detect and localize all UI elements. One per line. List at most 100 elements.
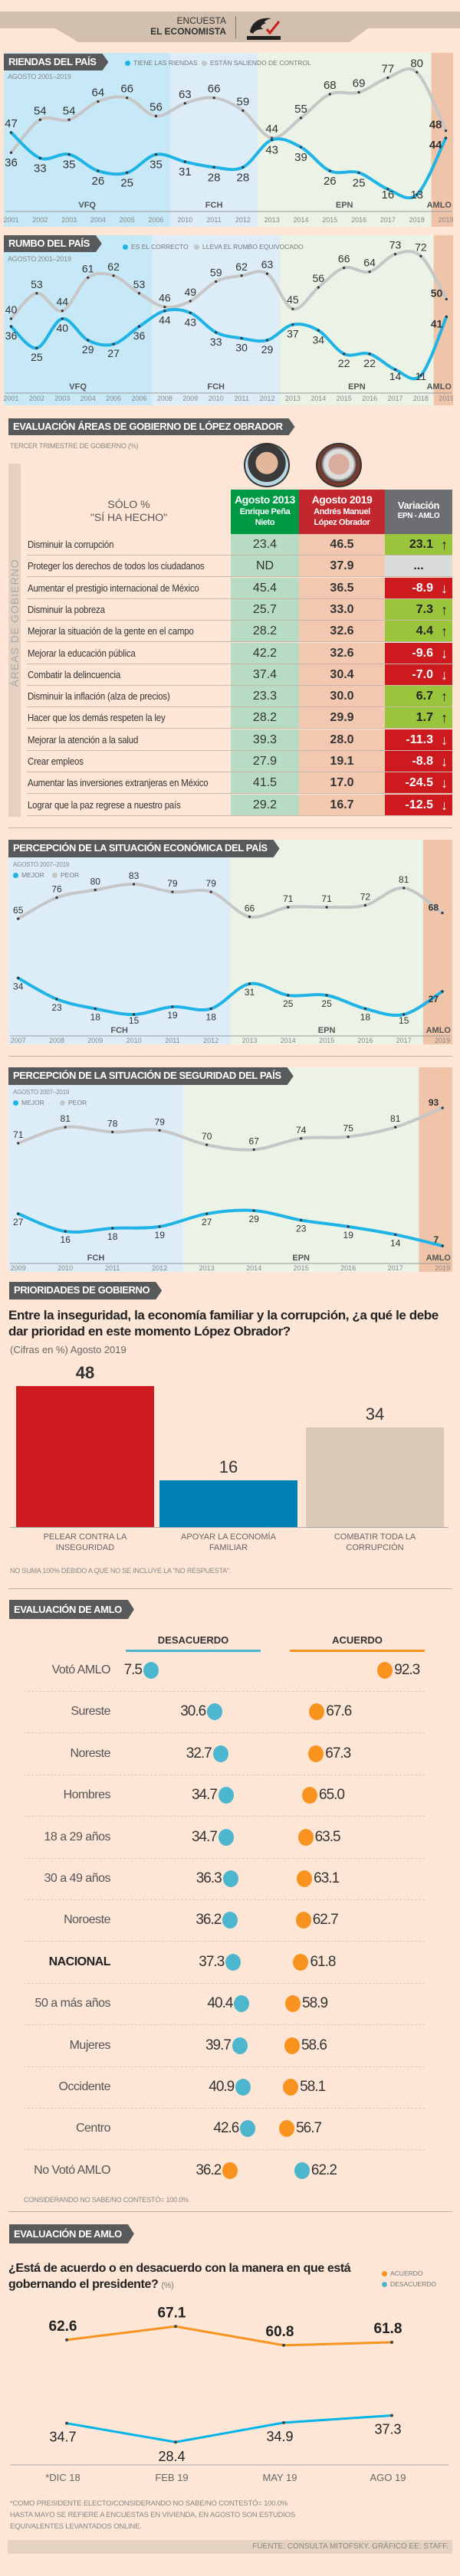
data-label: 68	[324, 79, 337, 92]
acuerdo-value: 67.6	[326, 1703, 352, 1720]
variation-value: -8.8	[412, 755, 433, 768]
acuerdo-value: 58.9	[302, 1995, 328, 2012]
evaluacion-line-title: EVALUACIÓN DE AMLO	[9, 2224, 134, 2243]
data-label: 34.9	[266, 2429, 293, 2444]
desacuerdo-dot	[234, 1995, 250, 2013]
x-tick-label: 2012	[203, 1037, 219, 1044]
data-point	[390, 2414, 393, 2417]
data-point	[87, 276, 90, 279]
data-point	[252, 1209, 255, 1212]
data-label: 11	[416, 370, 427, 382]
acuerdo-value: 62.2	[310, 2161, 337, 2178]
x-tick-label: 2016	[357, 1037, 373, 1044]
data-label: 46	[159, 292, 171, 304]
data-label: 54	[34, 104, 47, 117]
data-point	[343, 266, 346, 270]
data-point	[363, 903, 366, 907]
epn-value: 27.9	[231, 751, 299, 772]
legend-acuerdo: ACUERDO	[382, 2270, 423, 2277]
data-point	[87, 339, 90, 342]
data-label: 63	[179, 88, 192, 101]
note-line: *COMO PRESIDENTE ELECTO/CONSIDERANDO NO …	[10, 2499, 288, 2508]
bar-value: 48	[75, 1363, 95, 1383]
data-label: 83	[129, 870, 140, 881]
economia-plot: FCH EPN AMLO 2007 2008 2009 2010 2011 2012 2013 20…	[8, 840, 452, 1044]
data-label: 71	[321, 893, 332, 904]
data-point	[240, 274, 243, 277]
legend-desacuerdo: DESACUERDO	[382, 2280, 436, 2288]
table-row: Mejorar la atención a la salud 39.3 28.0 -1…	[27, 729, 452, 751]
data-point	[17, 1212, 20, 1215]
data-label: 14	[390, 1237, 401, 1248]
data-label: 31	[245, 987, 255, 998]
x-tick-label: 2015	[337, 395, 352, 402]
x-tick-label: 2014	[281, 1037, 296, 1044]
data-label: 59	[237, 95, 250, 108]
acuerdo-dot	[297, 1870, 313, 1887]
x-tick-label: 2015	[322, 216, 337, 224]
data-point	[394, 1233, 397, 1236]
x-tick-label: 2019	[438, 216, 453, 224]
area-name: Combatir la delincuencia	[28, 668, 121, 680]
x-tick-label: 2015	[294, 1264, 309, 1272]
x-tick-label: 2009	[87, 1037, 103, 1044]
data-label: 72	[415, 241, 427, 253]
desacuerdo-value: 39.7	[205, 2037, 232, 2053]
data-point	[282, 2343, 285, 2347]
acuerdo-dot	[302, 1787, 317, 1804]
x-tick-label: 2012	[259, 395, 274, 402]
acuerdo-value: 67.3	[325, 1745, 351, 1762]
row-divider	[24, 1982, 425, 1984]
data-label: 71	[13, 1129, 24, 1140]
epn-value: 23.4	[231, 534, 299, 555]
x-tick-label: 2018	[409, 216, 425, 224]
row-label: Centro	[75, 2122, 111, 2135]
data-point	[347, 1136, 350, 1139]
row-label: 18 a 29 años	[44, 1830, 110, 1844]
data-label: 65	[13, 905, 24, 916]
row-divider	[24, 1732, 425, 1734]
variation-cell: 4.4 ↑	[385, 621, 452, 642]
data-label: 69	[353, 77, 366, 90]
data-label: 33	[210, 336, 222, 348]
table-row: Crear empleos 27.9 19.1 -8.8 ↓	[27, 751, 452, 772]
data-point	[97, 169, 100, 172]
x-tick-label: 2011	[105, 1264, 120, 1272]
data-point	[205, 1212, 209, 1215]
era-label: EPN	[292, 1254, 310, 1263]
evaluacion-notes: *COMO PRESIDENTE ELECTO/CONSIDERANDO NO …	[10, 2498, 295, 2532]
data-point	[402, 887, 406, 890]
data-label: 13	[410, 188, 423, 202]
row-label: Sureste	[71, 1705, 110, 1719]
data-point	[347, 1225, 350, 1228]
x-tick-label: 2019	[439, 395, 453, 402]
data-label: 66	[338, 253, 350, 265]
epn-value: 29.2	[231, 794, 299, 815]
data-point	[67, 152, 71, 156]
prioridades-question: Entre la inseguridad, la economía famili…	[8, 1308, 439, 1339]
data-label: 18	[90, 1012, 101, 1023]
amlo-value: 30.4	[299, 664, 385, 685]
acuerdo-line	[66, 2325, 393, 2347]
x-tick-label: 2010	[58, 1264, 73, 1272]
data-point	[61, 317, 64, 320]
data-point	[265, 339, 269, 342]
variation-cell: -12.5 ↓	[385, 794, 452, 815]
x-tick-label: 2016	[340, 1264, 356, 1272]
row-divider	[24, 1857, 425, 1859]
legend-dot-icon	[13, 872, 18, 878]
rumbo-chart: VFQ FCH EPN AMLO 2001 2002 2003 2004 2005 2006 200…	[4, 235, 453, 405]
x-tick-label: 2013	[242, 1037, 257, 1044]
col-header-line: Variación	[397, 500, 440, 511]
x-tick-label: 2018	[413, 395, 429, 402]
col-header-epn: Agosto 2013 Enrique Peña Nieto	[231, 490, 299, 534]
data-label: 66	[208, 83, 221, 96]
data-point	[133, 1013, 136, 1016]
variation-cell: 23.1 ↑	[385, 534, 452, 555]
arrow-down-icon: ↓	[441, 797, 448, 813]
data-label: 28	[237, 171, 250, 184]
data-label: 37.3	[374, 2422, 401, 2437]
data-label: 40	[57, 322, 69, 334]
economia-title: PERCEPCIÓN DE LA SITUACIÓN ECONÓMICA DEL…	[8, 840, 280, 857]
bar-category: PELEAR CONTRA LA INSEGURIDAD	[43, 1532, 127, 1552]
